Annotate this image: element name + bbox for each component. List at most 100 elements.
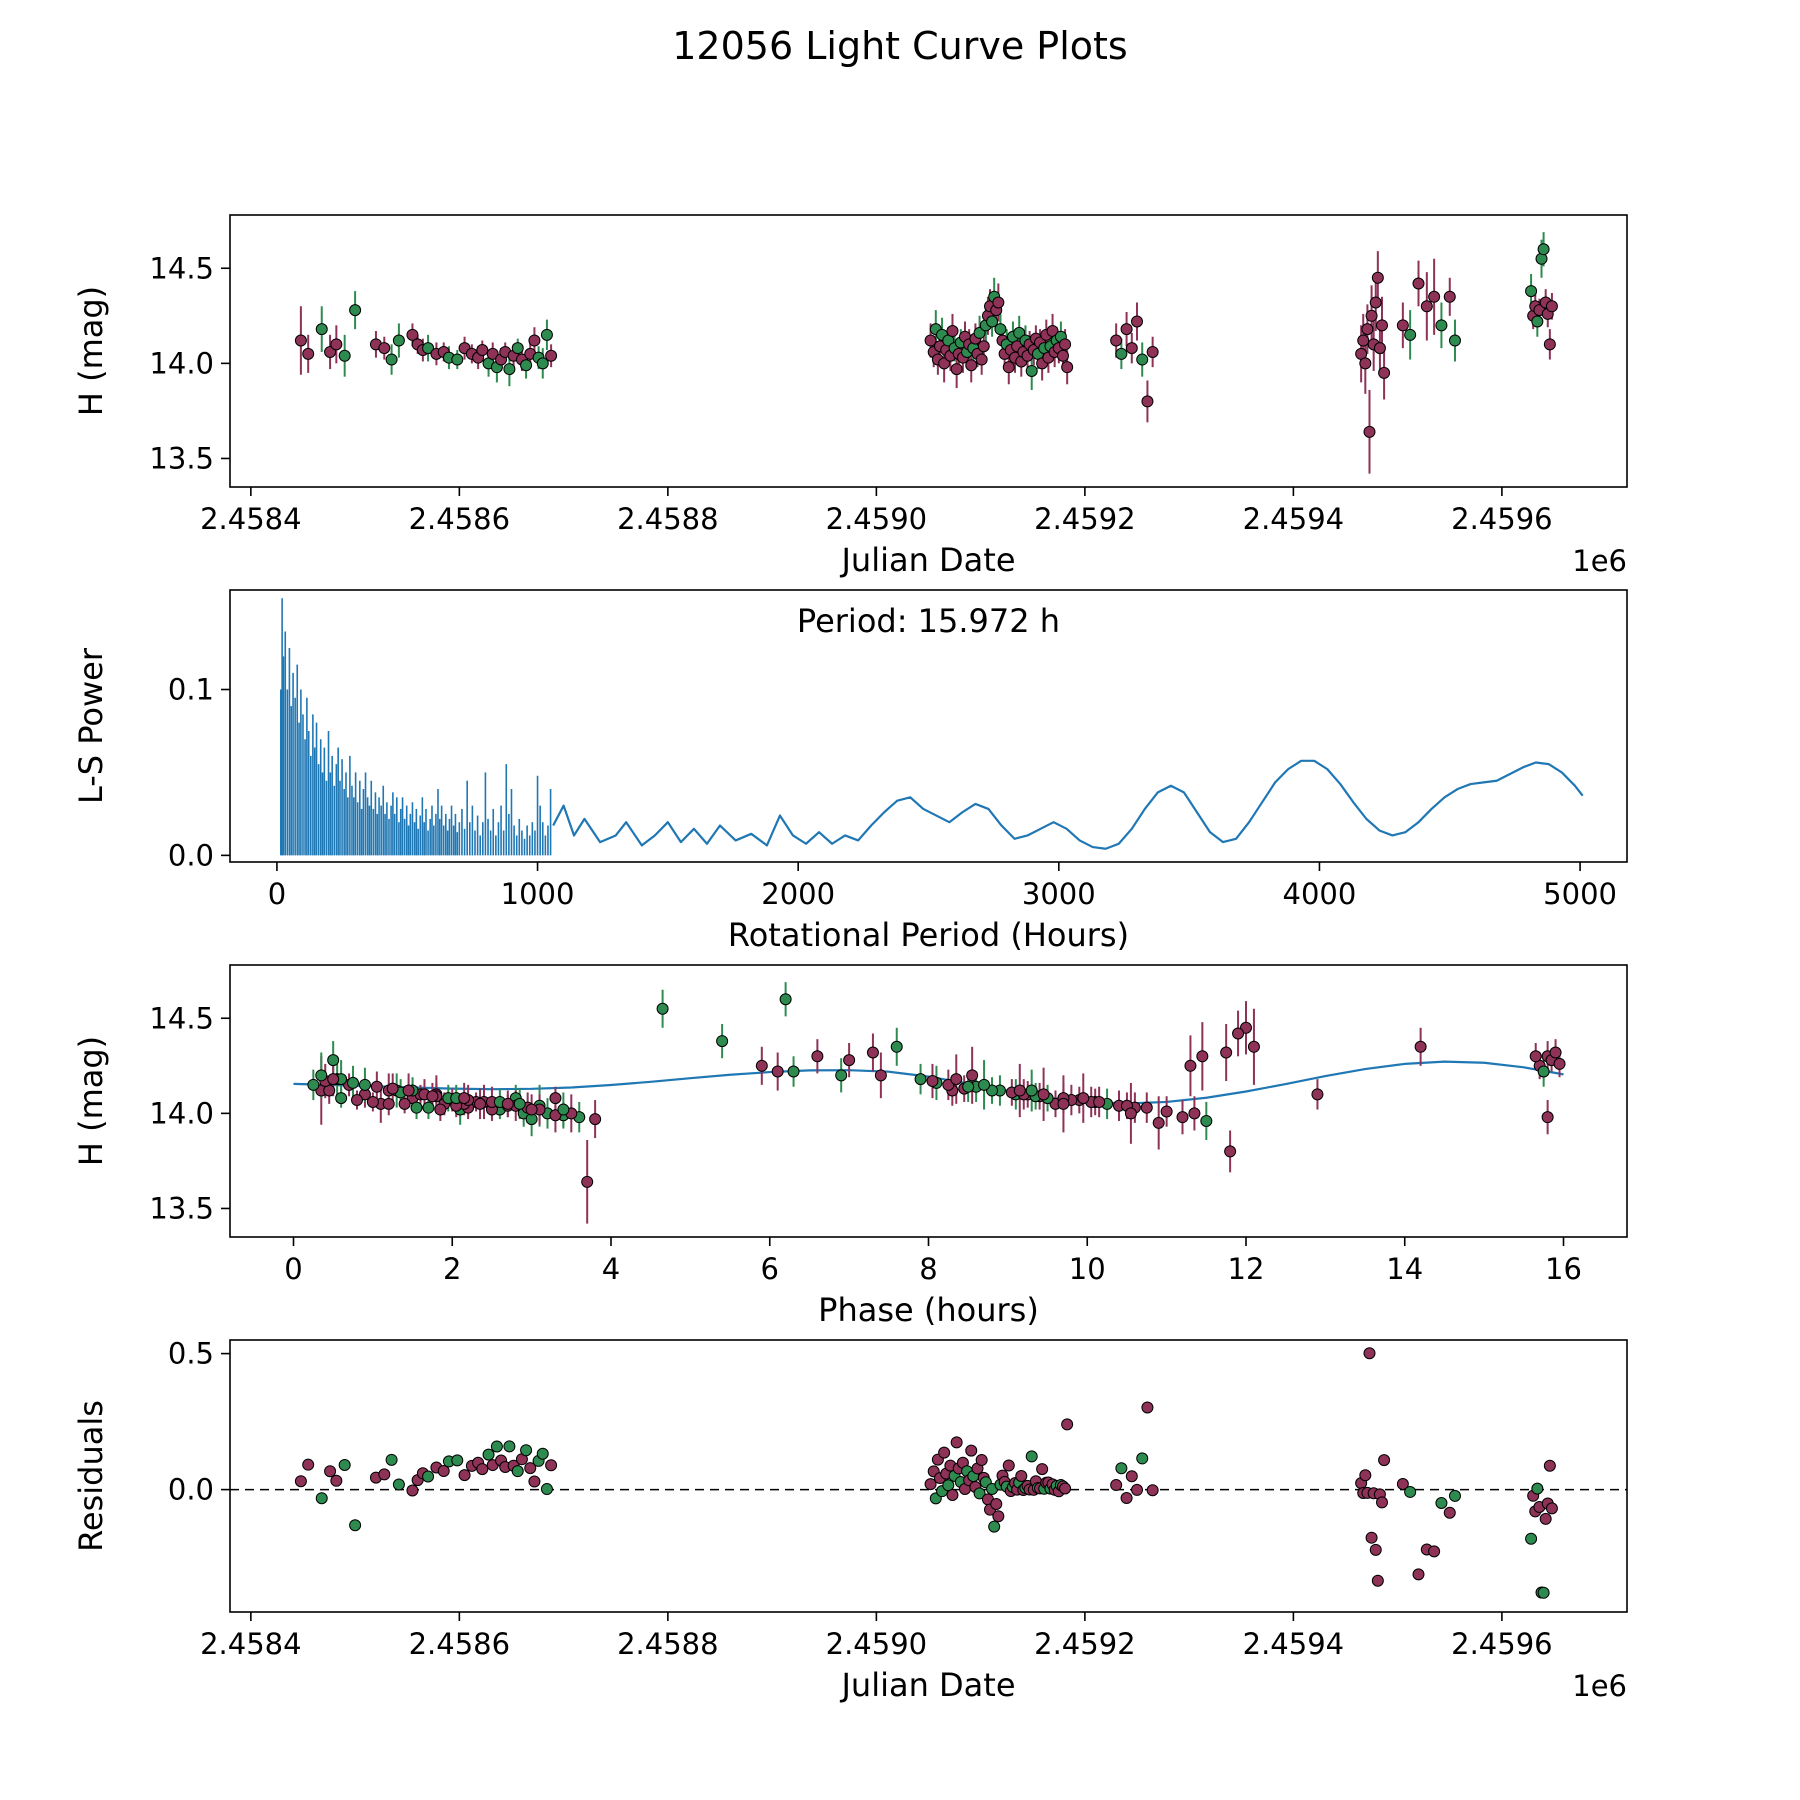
data-point bbox=[992, 296, 1005, 309]
x-tick-label: 2.4596 bbox=[1451, 1627, 1552, 1661]
data-point bbox=[1015, 1470, 1028, 1482]
data-point bbox=[1359, 357, 1372, 370]
data-point bbox=[1152, 1116, 1165, 1129]
data-point bbox=[1077, 1092, 1090, 1105]
axis-border bbox=[229, 214, 1628, 488]
data-point bbox=[406, 1484, 419, 1497]
data-point bbox=[1361, 323, 1374, 336]
x-tick-label: 2.4584 bbox=[200, 502, 301, 536]
axis-offset-label: 1e6 bbox=[1572, 544, 1627, 578]
data-point bbox=[866, 1046, 879, 1059]
data-point bbox=[1188, 1107, 1201, 1120]
x-tick-label: 3000 bbox=[1022, 877, 1096, 911]
data-point bbox=[779, 993, 792, 1006]
x-tick-label: 0 bbox=[284, 1252, 302, 1286]
data-point bbox=[386, 1082, 399, 1095]
x-tick-label: 6 bbox=[761, 1252, 779, 1286]
data-point bbox=[716, 1035, 729, 1048]
x-axis-label: Julian Date bbox=[839, 541, 1015, 579]
x-tick-label: 12 bbox=[1228, 1252, 1265, 1286]
data-point bbox=[835, 1069, 848, 1082]
data-point bbox=[1525, 285, 1538, 298]
data-point bbox=[1136, 1452, 1149, 1465]
data-point bbox=[1537, 1065, 1550, 1078]
data-point bbox=[1378, 366, 1391, 379]
data-point bbox=[914, 1073, 927, 1086]
x-tick-label: 2.4596 bbox=[1451, 502, 1552, 536]
data-point bbox=[1369, 1543, 1382, 1556]
data-point bbox=[398, 1097, 411, 1110]
data-point bbox=[1146, 345, 1159, 358]
data-point bbox=[924, 1478, 937, 1491]
axis-offset-label: 1e6 bbox=[1572, 1669, 1627, 1703]
x-tick-label: 2.4586 bbox=[409, 502, 510, 536]
data-point bbox=[1443, 1506, 1456, 1519]
x-tick-label: 5000 bbox=[1543, 877, 1617, 911]
data-point bbox=[1146, 1484, 1159, 1497]
data-point bbox=[482, 1448, 495, 1461]
data-point bbox=[1002, 361, 1015, 374]
data-point bbox=[1543, 1459, 1556, 1472]
data-point bbox=[520, 1444, 533, 1457]
data-point bbox=[474, 1097, 487, 1110]
data-point bbox=[1160, 1105, 1173, 1118]
data-point bbox=[950, 1436, 963, 1449]
data-point bbox=[1125, 342, 1138, 355]
x-tick-label: 16 bbox=[1545, 1252, 1582, 1286]
data-point bbox=[1184, 1059, 1197, 1072]
data-point bbox=[973, 1487, 986, 1500]
x-tick-label: 2.4594 bbox=[1243, 1627, 1344, 1661]
data-point bbox=[1115, 347, 1128, 360]
data-point bbox=[950, 363, 963, 376]
x-tick-label: 4000 bbox=[1283, 877, 1357, 911]
data-point bbox=[950, 1073, 963, 1086]
data-point bbox=[988, 1520, 1001, 1533]
data-point bbox=[1224, 1145, 1237, 1158]
x-tick-label: 14 bbox=[1386, 1252, 1423, 1286]
data-point bbox=[1110, 1479, 1123, 1492]
data-point bbox=[1525, 1532, 1538, 1545]
periodogram-panel: 0 1000 2000 3000 4000 5000 0.0 0.1 Rotational Pe… bbox=[72, 589, 1628, 954]
axis-border bbox=[229, 1339, 1628, 1613]
x-axis-label: Julian Date bbox=[839, 1666, 1015, 1704]
y-tick-label: 13.5 bbox=[149, 441, 214, 475]
data-point bbox=[349, 1519, 362, 1532]
data-point bbox=[966, 1069, 979, 1082]
data-point bbox=[501, 1097, 514, 1110]
data-point bbox=[1141, 1401, 1154, 1414]
data-point bbox=[771, 1065, 784, 1078]
data-point bbox=[1061, 361, 1074, 374]
data-point bbox=[1057, 1097, 1070, 1110]
data-point bbox=[1176, 1111, 1189, 1124]
x-tick-label: 2.4584 bbox=[200, 1627, 301, 1661]
data-point bbox=[1376, 1496, 1389, 1509]
data-point bbox=[351, 1094, 363, 1107]
data-point bbox=[378, 342, 391, 355]
data-point bbox=[324, 1465, 337, 1478]
period-annotation: Period: 15.972 h bbox=[796, 602, 1061, 640]
data-point bbox=[938, 1446, 951, 1459]
data-point bbox=[476, 1463, 489, 1476]
data-point bbox=[557, 1103, 570, 1116]
x-tick-label: 2000 bbox=[761, 877, 835, 911]
data-point bbox=[926, 1075, 939, 1088]
y-tick-label: 0.1 bbox=[168, 673, 214, 707]
x-axis-label: Rotational Period (Hours) bbox=[728, 916, 1129, 954]
data-point bbox=[1056, 349, 1069, 362]
data-point bbox=[1376, 319, 1389, 332]
data-point bbox=[1529, 1050, 1542, 1063]
page-title: 12056 Light Curve Plots bbox=[672, 24, 1128, 68]
data-point bbox=[1110, 334, 1123, 347]
data-point bbox=[1365, 1531, 1378, 1544]
data-point bbox=[755, 1059, 768, 1072]
data-point bbox=[1396, 1477, 1409, 1490]
y-tick-label: 13.5 bbox=[149, 1191, 214, 1225]
data-point bbox=[1545, 1502, 1558, 1515]
data-point bbox=[1414, 1040, 1427, 1053]
data-point bbox=[1311, 1088, 1324, 1101]
data-point bbox=[294, 1475, 307, 1488]
data-point bbox=[1037, 1088, 1050, 1101]
data-point bbox=[540, 1483, 553, 1496]
y-axis-label: H (mag) bbox=[72, 286, 110, 416]
